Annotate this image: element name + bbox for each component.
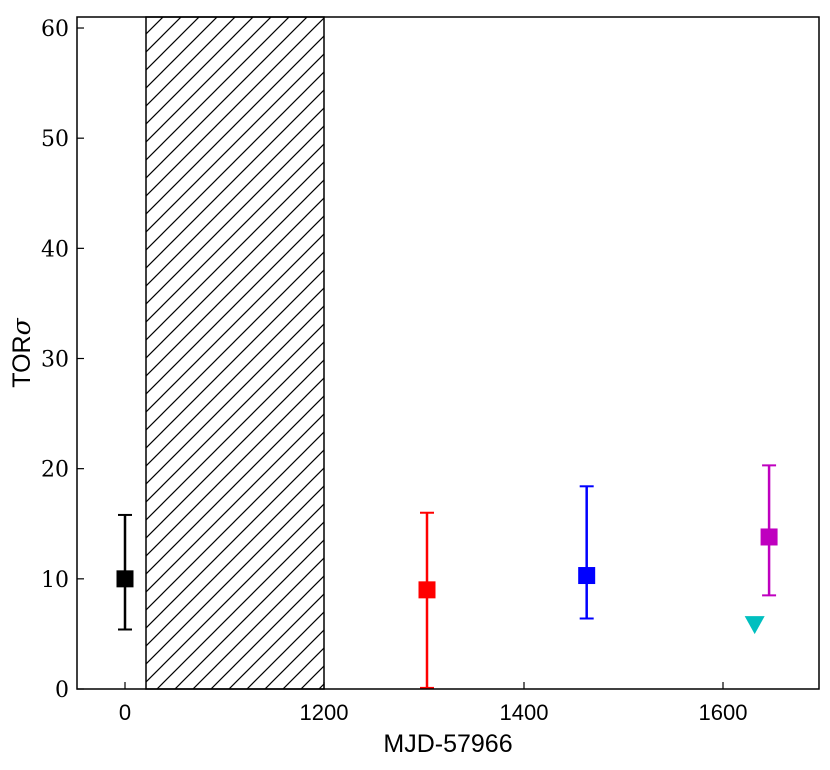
y-axis-label: TORσ <box>7 317 36 387</box>
data-point-square <box>116 570 134 588</box>
y-tick-label: 50 <box>41 127 69 152</box>
x-axis-label: MJD-57966 <box>383 730 512 758</box>
y-tick-label: 40 <box>41 237 69 262</box>
x-tick-label: 1200 <box>300 700 349 725</box>
y-axis-label-symbol: σ <box>7 317 36 335</box>
plot-frame <box>76 16 820 690</box>
x-tick-label: 0 <box>119 700 131 725</box>
y-tick-label: 20 <box>41 458 69 483</box>
y-tick-label: 0 <box>55 678 69 703</box>
data-point-square <box>760 528 778 546</box>
y-tick-label: 30 <box>41 348 69 373</box>
y-tick-label: 60 <box>41 17 69 42</box>
x-tick-label: 1600 <box>699 700 748 725</box>
axis-break-hatch <box>145 16 325 690</box>
y-tick-label: 10 <box>41 568 69 593</box>
data-point-triangle <box>744 616 765 635</box>
y-axis-label-main: TOR <box>8 335 36 387</box>
x-tick-label: 1400 <box>500 700 549 725</box>
data-point-square <box>418 581 436 599</box>
data-point-square <box>578 567 596 585</box>
